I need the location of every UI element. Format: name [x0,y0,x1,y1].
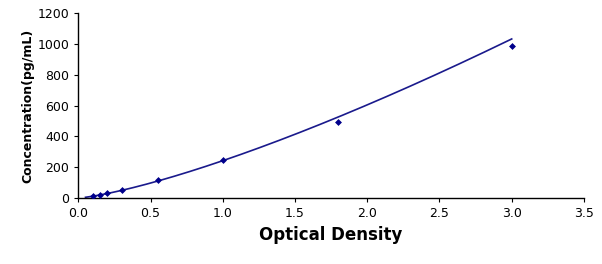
X-axis label: Optical Density: Optical Density [259,225,403,244]
Y-axis label: Concentration(pg/mL): Concentration(pg/mL) [22,29,34,183]
